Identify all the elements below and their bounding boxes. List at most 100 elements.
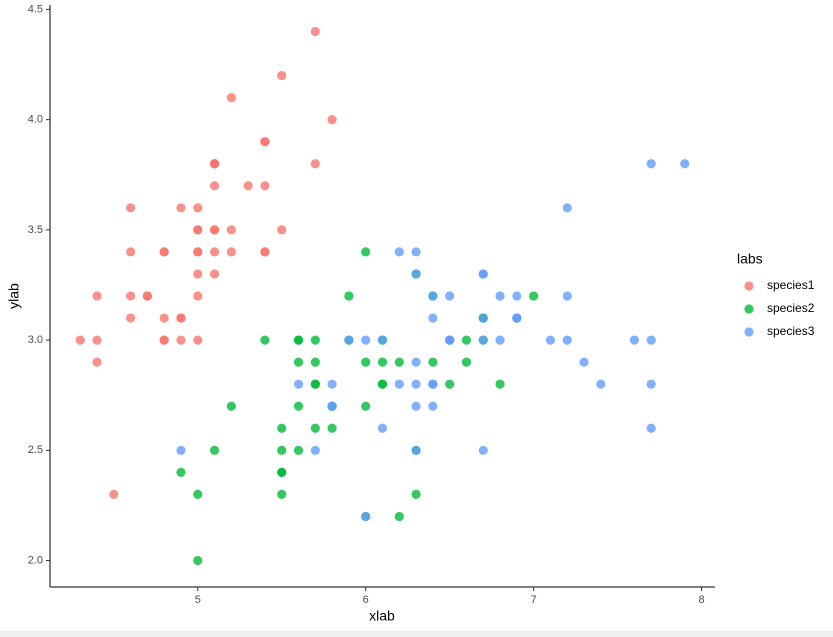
x-tick-label: 8 xyxy=(699,594,705,606)
point xyxy=(126,313,136,323)
point xyxy=(310,445,320,455)
legend-title: labs xyxy=(737,251,763,267)
point xyxy=(445,291,455,301)
point xyxy=(92,291,102,301)
point xyxy=(260,247,270,257)
point xyxy=(646,423,656,433)
point xyxy=(428,401,438,411)
legend-label: species1 xyxy=(767,278,815,292)
point xyxy=(209,445,220,455)
point xyxy=(344,291,354,301)
point xyxy=(277,423,287,433)
point xyxy=(159,335,169,345)
point xyxy=(461,335,472,345)
point xyxy=(92,335,102,345)
point xyxy=(579,357,589,367)
point xyxy=(394,357,404,367)
point xyxy=(361,357,371,367)
point xyxy=(293,357,304,367)
point xyxy=(260,137,270,147)
legend-key xyxy=(744,327,754,337)
point xyxy=(377,379,388,389)
point xyxy=(361,335,371,345)
point xyxy=(562,291,572,301)
point xyxy=(209,269,220,279)
point xyxy=(445,335,455,345)
point xyxy=(428,357,438,367)
point xyxy=(176,445,186,455)
point xyxy=(293,379,304,389)
point xyxy=(411,401,421,411)
legend-label: species2 xyxy=(767,301,815,315)
point xyxy=(361,511,371,522)
point xyxy=(243,181,253,191)
point xyxy=(310,357,320,367)
point xyxy=(495,379,505,389)
point xyxy=(193,555,203,566)
point xyxy=(176,313,186,323)
y-tick-label: 3.0 xyxy=(28,334,43,346)
point xyxy=(445,379,455,389)
window-edge xyxy=(0,631,833,637)
point xyxy=(478,445,488,455)
point xyxy=(512,291,522,301)
legend-key xyxy=(744,304,754,314)
point xyxy=(411,247,421,257)
point xyxy=(428,313,438,323)
point xyxy=(293,445,304,455)
point xyxy=(293,335,304,345)
x-axis-label: xlab xyxy=(369,608,395,624)
point xyxy=(428,291,438,301)
point xyxy=(260,335,270,345)
point xyxy=(310,379,320,389)
point xyxy=(478,335,488,345)
point xyxy=(377,357,388,367)
point xyxy=(377,335,388,345)
x-tick-label: 6 xyxy=(363,594,369,606)
point xyxy=(193,335,203,345)
point xyxy=(176,335,186,345)
point xyxy=(277,445,287,455)
legend-label: species3 xyxy=(767,324,815,338)
point xyxy=(159,247,169,257)
point xyxy=(209,159,220,169)
point xyxy=(209,247,220,257)
x-tick-label: 5 xyxy=(195,594,201,606)
y-axis-label: ylab xyxy=(6,283,22,309)
point xyxy=(562,335,572,345)
legend-key xyxy=(744,281,754,291)
point xyxy=(411,269,421,279)
point xyxy=(92,357,102,367)
point xyxy=(646,379,656,389)
point xyxy=(277,467,287,477)
point xyxy=(361,401,371,411)
point xyxy=(377,423,388,433)
point xyxy=(310,26,320,37)
point xyxy=(109,489,119,500)
point xyxy=(646,335,656,345)
point xyxy=(193,269,203,279)
point xyxy=(327,401,337,411)
y-tick-label: 2.0 xyxy=(28,554,43,566)
point xyxy=(512,313,522,323)
point xyxy=(428,379,438,389)
point xyxy=(193,247,203,257)
point xyxy=(411,379,421,389)
point xyxy=(126,203,136,213)
point xyxy=(193,203,203,213)
point xyxy=(680,159,690,169)
point xyxy=(344,335,354,345)
point xyxy=(562,203,572,213)
point xyxy=(176,203,186,213)
point xyxy=(209,181,220,191)
x-tick-label: 7 xyxy=(531,594,537,606)
point xyxy=(327,115,337,125)
point xyxy=(394,379,404,389)
point xyxy=(226,247,236,257)
point xyxy=(193,291,203,301)
point xyxy=(411,445,421,455)
point xyxy=(209,225,220,235)
point xyxy=(277,489,287,500)
point xyxy=(495,335,505,345)
